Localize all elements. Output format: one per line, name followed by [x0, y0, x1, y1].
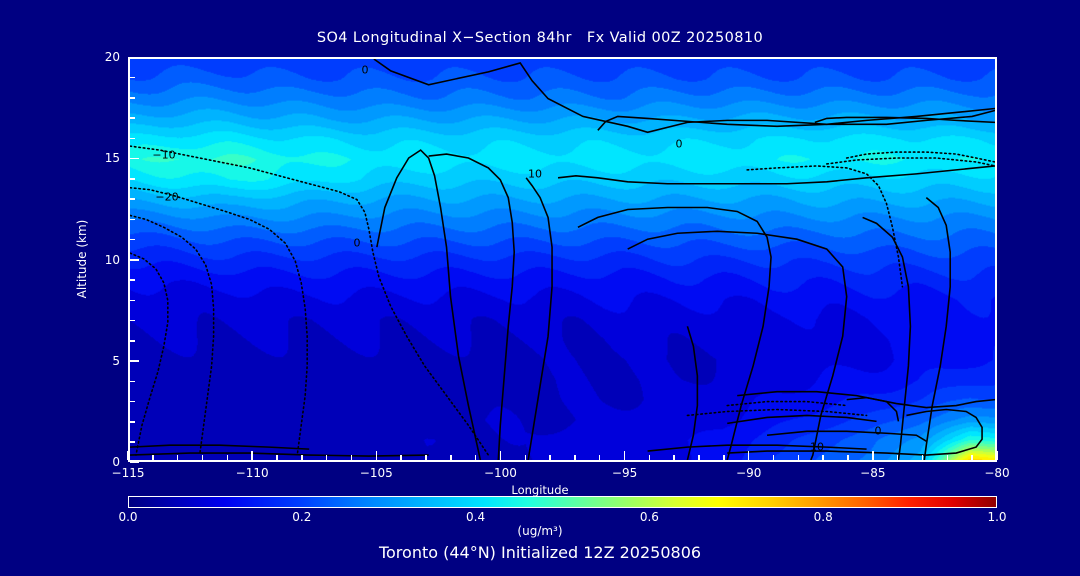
- y-tick-minor: [130, 319, 135, 322]
- y-tick-minor: [130, 441, 135, 443]
- x-tick-minor: [574, 455, 576, 460]
- x-tick-minor: [797, 455, 800, 460]
- x-tick-label: −110: [235, 466, 269, 480]
- y-tick-major: [130, 157, 139, 160]
- x-tick-minor: [474, 455, 477, 460]
- x-tick-label: −105: [359, 466, 393, 480]
- x-tick-minor: [276, 455, 278, 460]
- x-tick-major: [499, 451, 502, 460]
- x-tick-major: [127, 451, 129, 460]
- y-tick-minor: [130, 218, 135, 220]
- y-tick-major: [130, 259, 139, 261]
- x-tick-major: [251, 451, 253, 460]
- x-tick-minor: [176, 455, 179, 460]
- colorbar-tick-label: 0.4: [466, 510, 486, 524]
- x-tick-minor: [325, 455, 328, 460]
- y-tick-minor: [130, 137, 135, 139]
- y-tick-major: [130, 56, 139, 58]
- colorbar[interactable]: [128, 496, 997, 508]
- y-tick-minor: [130, 421, 135, 423]
- y-tick-label: 0: [112, 455, 120, 469]
- y-tick-minor: [130, 97, 135, 99]
- x-tick-label: −90: [736, 466, 762, 480]
- y-tick-minor: [130, 299, 135, 301]
- contour-label: −10: [152, 148, 176, 162]
- y-tick-minor: [130, 178, 135, 180]
- y-tick-minor: [130, 238, 135, 241]
- colorbar-tick-label: 0.0: [118, 510, 138, 524]
- y-tick-minor: [130, 198, 135, 200]
- x-tick-minor: [971, 455, 973, 460]
- x-tick-major: [375, 451, 378, 460]
- y-tick-label: 20: [104, 50, 120, 64]
- y-tick-label: 5: [112, 353, 120, 368]
- contour-label: 0: [675, 137, 683, 151]
- contour-label: 0: [874, 424, 882, 438]
- x-tick-major: [872, 451, 874, 460]
- colorbar-gradient: [128, 496, 997, 508]
- x-tick-minor: [450, 455, 452, 460]
- x-tick-major: [623, 451, 626, 460]
- y-tick-label: 10: [104, 252, 120, 267]
- plot-area: [128, 57, 997, 462]
- x-tick-minor: [946, 455, 949, 460]
- x-tick-minor: [201, 455, 204, 460]
- x-tick-minor: [847, 455, 849, 460]
- figure-caption: Toronto (44°N) Initialized 12Z 20250806: [378, 543, 702, 562]
- x-tick-minor: [524, 455, 526, 460]
- colorbar-tick-label: 1.0: [987, 510, 1007, 524]
- x-tick-label: −100: [483, 466, 517, 480]
- y-tick-minor: [130, 279, 135, 281]
- contour-label: −20: [155, 190, 179, 204]
- contour-label: 0: [361, 63, 369, 77]
- y-tick-minor: [130, 340, 135, 342]
- x-tick-minor: [598, 455, 601, 460]
- x-axis-label: Longitude: [511, 483, 569, 497]
- y-tick-minor: [130, 117, 135, 119]
- x-tick-minor: [549, 455, 551, 460]
- x-tick-minor: [226, 455, 229, 460]
- y-tick-minor: [130, 76, 135, 79]
- heatmap-canvas: [130, 59, 995, 460]
- x-tick-minor: [152, 455, 154, 460]
- y-tick-major: [130, 461, 139, 463]
- x-tick-minor: [673, 455, 675, 460]
- x-tick-minor: [921, 455, 924, 460]
- x-tick-label: −115: [111, 466, 145, 480]
- figure-title: SO4 Longitudinal X−Section 84hr Fx Valid…: [316, 30, 764, 46]
- y-axis-label: Altitude (km): [75, 219, 89, 299]
- x-tick-minor: [896, 455, 899, 460]
- x-tick-minor: [723, 455, 725, 460]
- x-tick-minor: [350, 455, 353, 460]
- contour-label: 10: [528, 167, 542, 181]
- y-tick-major: [130, 360, 139, 362]
- contour-label: 0: [353, 236, 361, 250]
- x-tick-minor: [301, 455, 303, 460]
- x-tick-minor: [822, 455, 824, 460]
- y-tick-minor: [130, 380, 135, 382]
- x-tick-label: −80: [984, 466, 1010, 480]
- colorbar-tick-label: 0.2: [292, 510, 312, 524]
- y-tick-label: 15: [104, 151, 120, 166]
- x-tick-major: [747, 451, 750, 460]
- colorbar-tick-label: 0.6: [639, 510, 659, 524]
- x-tick-label: −95: [611, 466, 638, 480]
- x-tick-minor: [772, 455, 775, 460]
- y-tick-minor: [130, 400, 135, 403]
- x-tick-minor: [698, 455, 700, 460]
- colorbar-tick-label: 0.8: [813, 510, 833, 524]
- x-tick-major: [996, 451, 998, 460]
- x-tick-label: −85: [860, 466, 886, 480]
- contour-label: 10: [810, 440, 824, 454]
- x-tick-minor: [648, 455, 651, 460]
- x-tick-minor: [425, 455, 427, 460]
- x-tick-minor: [400, 455, 402, 460]
- colorbar-units-label: (ug/m³): [517, 524, 563, 538]
